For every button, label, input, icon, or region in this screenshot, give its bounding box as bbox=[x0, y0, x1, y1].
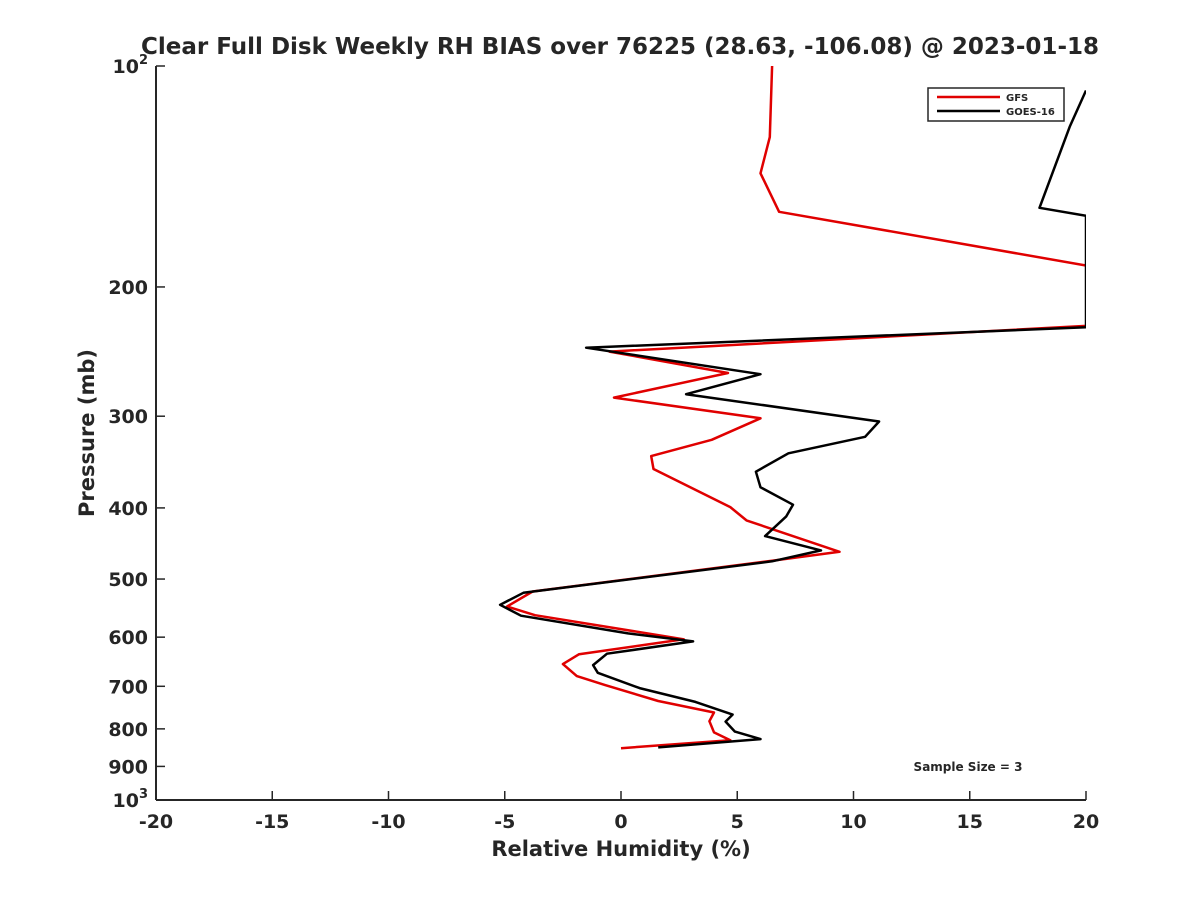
x-tick-label: 0 bbox=[614, 811, 627, 833]
series-line-goes-16 bbox=[498, 89, 1086, 749]
x-axis-label: Relative Humidity (%) bbox=[491, 837, 750, 861]
series-line-gfs bbox=[505, 66, 1086, 750]
x-tick-label: 15 bbox=[957, 811, 983, 833]
x-tick-label: -5 bbox=[494, 811, 515, 833]
y-tick-label: 700 bbox=[108, 676, 148, 698]
legend: GFS GOES-16 bbox=[927, 87, 1065, 122]
y-tick-label: 400 bbox=[108, 498, 148, 520]
y-tick-label-power: 102 bbox=[113, 53, 149, 78]
y-tick-label: 600 bbox=[108, 627, 148, 649]
x-axis-ticks: -20 -15 -10 -5 0 5 10 15 20 bbox=[139, 791, 1099, 833]
plot-area bbox=[498, 66, 1086, 750]
y-tick-label: 900 bbox=[108, 756, 148, 778]
x-tick-label: -10 bbox=[371, 811, 405, 833]
y-tick-label: 200 bbox=[108, 277, 148, 299]
x-tick-label: 5 bbox=[731, 811, 744, 833]
y-axis-ticks: 102 200 300 400 500 600 700 800 900 103 bbox=[108, 53, 165, 812]
y-tick-label: 300 bbox=[108, 406, 148, 428]
chart-title: Clear Full Disk Weekly RH BIAS over 7622… bbox=[141, 34, 1099, 60]
legend-gfs-label: GFS bbox=[1006, 93, 1028, 104]
x-tick-label: 20 bbox=[1073, 811, 1099, 833]
x-tick-label: 10 bbox=[840, 811, 866, 833]
x-tick-label: -20 bbox=[139, 811, 173, 833]
legend-box bbox=[927, 87, 1065, 122]
y-tick-label: 500 bbox=[108, 569, 148, 591]
y-tick-label-power: 103 bbox=[113, 787, 149, 812]
x-tick-label: -15 bbox=[255, 811, 289, 833]
legend-goes16-label: GOES-16 bbox=[1006, 107, 1055, 118]
y-axis-label: Pressure (mb) bbox=[75, 349, 99, 517]
sample-size-annotation: Sample Size = 3 bbox=[914, 760, 1023, 774]
y-tick-label: 800 bbox=[108, 719, 148, 741]
